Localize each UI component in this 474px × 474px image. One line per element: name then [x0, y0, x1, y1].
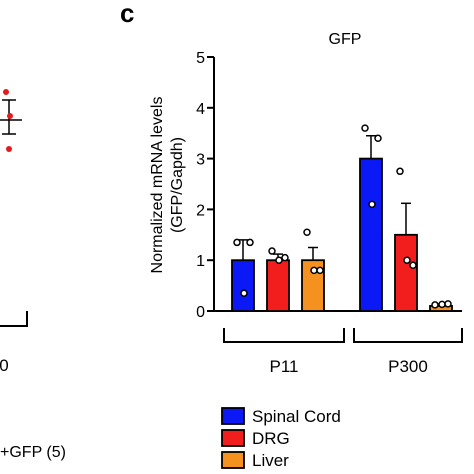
bars [231, 124, 453, 312]
data-point [403, 256, 411, 264]
legend-swatch [221, 407, 245, 425]
legend-label: Spinal Cord [252, 407, 341, 426]
left-data-point [6, 146, 12, 152]
data-point [240, 289, 248, 297]
left-panel-fragment: 0 +GFP (5) [0, 89, 66, 461]
y-tick-label: 4 [196, 101, 205, 118]
data-point [281, 253, 289, 262]
legend: Spinal Cord DRG Liver [221, 407, 341, 470]
y-tick-label: 2 [196, 202, 205, 219]
group-label: P11 [270, 357, 299, 376]
y-axis-label-line2: (GFP/Gapdh) [169, 137, 186, 233]
data-point [368, 200, 376, 209]
data-point [316, 266, 324, 275]
left-legend-label: +GFP (5) [0, 444, 66, 461]
group-labels: P11 P300 [223, 328, 463, 376]
group-bracket [223, 328, 345, 343]
data-point [275, 256, 283, 264]
data-point [431, 301, 439, 309]
data-point [233, 238, 241, 247]
left-data-point [3, 89, 9, 95]
y-tick-label: 0 [196, 304, 205, 321]
bar [231, 259, 255, 312]
panel-label: c [120, 0, 134, 28]
data-point [361, 124, 369, 132]
left-data-point [7, 113, 13, 119]
y-axis-label-line1: Normalized mRNA levels [149, 97, 166, 274]
y-axis-label: Normalized mRNA levels (GFP/Gapdh) [149, 97, 186, 274]
group-label: P300 [388, 357, 428, 376]
y-tick-label: 1 [196, 253, 205, 270]
data-point [246, 238, 254, 247]
left-group-bracket [0, 311, 28, 327]
data-point [310, 266, 318, 275]
group-bracket [353, 328, 463, 343]
data-point [409, 261, 417, 270]
chart-title: GFP [329, 31, 362, 48]
data-point [444, 300, 452, 308]
y-tick-label: 5 [196, 50, 205, 67]
data-point [438, 300, 446, 309]
bar [394, 233, 418, 312]
legend-swatch [221, 429, 245, 447]
legend-swatch [221, 451, 245, 469]
data-point [374, 134, 382, 143]
data-point [303, 228, 311, 237]
y-tick-label: 3 [196, 152, 205, 169]
data-point [396, 167, 404, 176]
legend-label: DRG [252, 429, 290, 448]
y-axis: 0 1 2 3 4 5 [196, 50, 462, 321]
bar [359, 157, 383, 312]
left-tick-label: 0 [0, 356, 9, 375]
bar [266, 259, 290, 312]
legend-label: Liver [252, 451, 289, 470]
data-point [268, 247, 276, 255]
